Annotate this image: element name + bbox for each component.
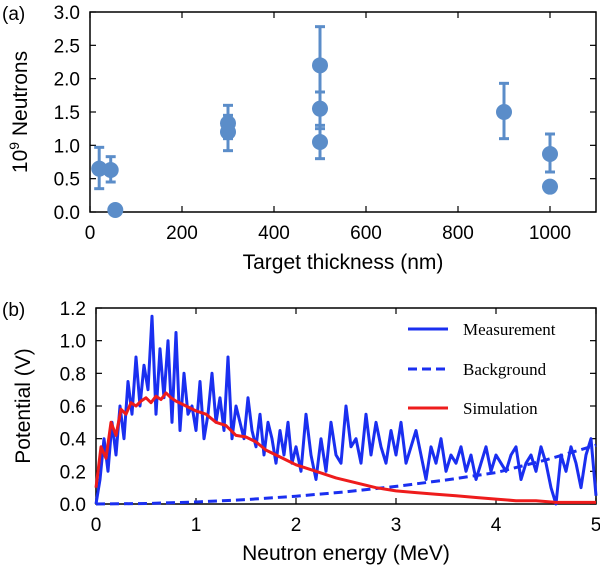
- x-axis-ticks-a: 0 200 400 600 800 1000: [85, 12, 571, 244]
- x-tick-label-a: 600: [350, 223, 382, 244]
- y-tick-label-a: 3.0: [54, 3, 80, 24]
- series-line-simulation: [94, 391, 596, 504]
- y-tick-label-b: 1.0: [60, 332, 86, 353]
- data-lines-b: [94, 314, 598, 506]
- y-tick-label-b: 0.8: [60, 364, 86, 385]
- y-axis-ticks-a: 0.0 0.5 1.0 1.5 2.0 2.5 3.0: [54, 3, 596, 224]
- data-point: [542, 146, 558, 162]
- y-axis-label-a-base: 10: [9, 150, 32, 173]
- x-tick-label-a: 1000: [529, 223, 571, 244]
- data-point: [496, 104, 512, 120]
- data-points-a: [91, 25, 558, 218]
- x-axis-label-b: Neutron energy (MeV): [242, 542, 450, 565]
- x-tick-label-a: 800: [442, 223, 474, 244]
- data-point: [312, 134, 328, 150]
- data-point: [220, 124, 236, 140]
- y-tick-label-a: 2.0: [54, 70, 80, 91]
- y-axis-label-a: 109 Neutrons: [6, 51, 32, 173]
- y-tick-label-a: 2.5: [54, 36, 80, 57]
- x-tick-label-a: 200: [166, 223, 198, 244]
- y-tick-label-a: 1.5: [54, 103, 80, 124]
- x-tick-label-b: 3: [391, 515, 402, 536]
- x-tick-label-b: 2: [291, 515, 302, 536]
- y-tick-label-a: 0.5: [54, 170, 80, 191]
- y-tick-label-b: 0.2: [60, 462, 86, 483]
- y-tick-label-b: 1.2: [60, 299, 86, 320]
- legend-label-simulation: Simulation: [463, 399, 538, 418]
- data-point: [542, 178, 558, 195]
- y-tick-label-a: 1.0: [54, 136, 80, 157]
- y-tick-label-b: 0.4: [60, 430, 87, 451]
- y-tick-label-b: 0.6: [60, 397, 86, 418]
- data-point: [107, 202, 124, 218]
- x-tick-label-a: 400: [258, 223, 290, 244]
- panel-label-a: (a): [2, 4, 25, 25]
- x-tick-label-b: 0: [91, 515, 102, 536]
- plot-frame-a: [89, 11, 597, 213]
- legend-b: Measurement Background Simulation: [408, 320, 556, 418]
- data-point: [312, 57, 328, 74]
- x-tick-label-b: 1: [191, 515, 202, 536]
- x-axis-label-a: Target thickness (nm): [243, 251, 444, 274]
- y-tick-label-b: 0.0: [60, 495, 86, 516]
- x-tick-label-b: 4: [491, 515, 502, 536]
- y-axis-label-b: Potential (V): [12, 348, 35, 464]
- y-tick-label-a: 0.0: [54, 203, 80, 224]
- y-axis-label-a-sup: 9: [6, 142, 22, 150]
- y-axis-label-a-rest: Neutrons: [9, 51, 32, 142]
- legend-label-measurement: Measurement: [463, 320, 556, 339]
- data-point: [102, 162, 119, 178]
- x-tick-label-b: 5: [591, 515, 600, 536]
- legend-label-background: Background: [463, 360, 547, 379]
- y-axis-ticks-b: 0.0 0.2 0.4 0.6 0.8 1.0 1.2: [60, 299, 596, 516]
- data-point: [312, 100, 328, 117]
- series-line-measurement: [94, 314, 598, 506]
- x-tick-label-a: 0: [85, 223, 96, 244]
- panel-label-b: (b): [2, 300, 25, 321]
